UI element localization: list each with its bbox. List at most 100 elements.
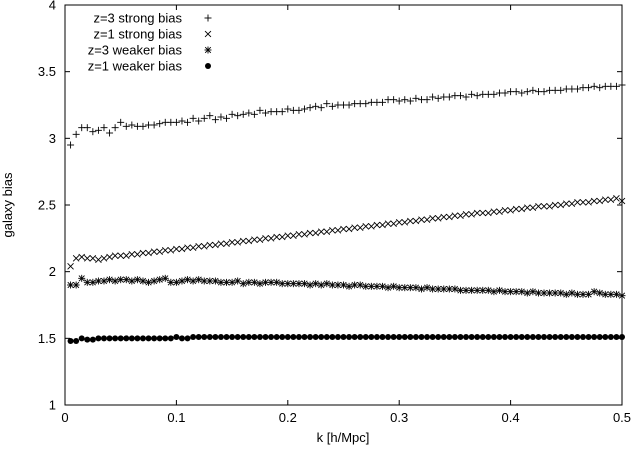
data-point [585,334,592,340]
data-point [72,281,80,289]
data-point [307,334,314,340]
data-point [473,209,481,217]
data-point [357,334,364,340]
data-point [278,280,286,288]
data-point [295,280,303,288]
data-point [262,109,270,117]
data-point [89,278,97,286]
data-point [395,219,403,226]
data-point [557,289,565,297]
series-3 [67,274,626,300]
data-point [94,126,102,134]
data-point [596,84,604,92]
data-point [133,276,141,284]
data-point [417,285,425,293]
data-point [395,284,403,292]
data-point [290,334,297,340]
data-point [122,122,130,130]
data-point [117,118,125,126]
data-point [501,89,509,97]
data-point [435,334,442,340]
data-point [546,334,553,340]
data-point [541,334,548,340]
data-point [156,276,164,284]
data-point [562,290,570,298]
data-point [529,288,537,296]
data-point [468,211,475,218]
data-point [206,112,214,120]
data-point [200,243,208,250]
data-point [585,290,593,298]
data-point [184,244,191,251]
data-point [390,282,398,290]
data-point [406,97,414,105]
data-point [172,278,180,286]
data-point [451,334,458,340]
axis-ticks [64,4,623,406]
series-1 [67,81,626,149]
data-point [412,284,420,292]
data-point [484,286,492,294]
data-point [161,247,169,254]
data-point [535,334,542,340]
data-point [301,334,308,340]
data-point [373,334,380,340]
data-point [323,280,331,288]
data-point [451,285,459,293]
data-point [462,211,470,218]
data-point [473,286,481,294]
data-point [490,288,498,296]
data-point [295,334,302,340]
data-point [596,197,604,205]
data-point [200,114,208,122]
data-point [418,334,425,340]
data-point [573,85,581,93]
data-point [78,274,86,282]
data-point [557,86,565,94]
data-point [446,334,453,340]
data-point [256,106,264,114]
data-point [446,213,453,221]
data-point [529,334,536,340]
data-point [239,280,247,288]
data-point [195,243,202,250]
y-tick-label: 4 [49,0,56,13]
data-point [523,88,531,96]
data-point [306,229,314,237]
data-point [551,201,559,209]
data-point [479,209,487,217]
x-tick-label: 0.1 [167,410,185,425]
data-point [440,213,448,221]
data-point [401,96,409,104]
data-point [190,334,197,340]
data-point [613,334,620,340]
data-point [217,113,225,121]
data-point [245,334,252,340]
data-point [323,334,330,340]
data-point [490,334,497,340]
data-point [67,281,75,289]
data-point [485,209,492,217]
data-point [412,217,420,225]
data-point [106,335,113,342]
data-point [234,112,242,120]
data-point [67,263,74,270]
data-point [145,335,152,342]
data-point [546,203,553,210]
data-point [156,248,163,255]
data-point [451,212,459,219]
x-tick-label: 0.2 [279,410,297,425]
data-point [278,233,286,241]
data-point [568,289,576,297]
data-point [184,276,192,284]
data-point [529,86,537,94]
data-point [256,280,264,288]
data-point [72,255,80,262]
data-point [496,334,503,340]
data-point [513,334,520,340]
data-point [512,205,520,213]
data-point [89,255,97,262]
data-point [485,334,492,340]
data-point [95,256,102,263]
